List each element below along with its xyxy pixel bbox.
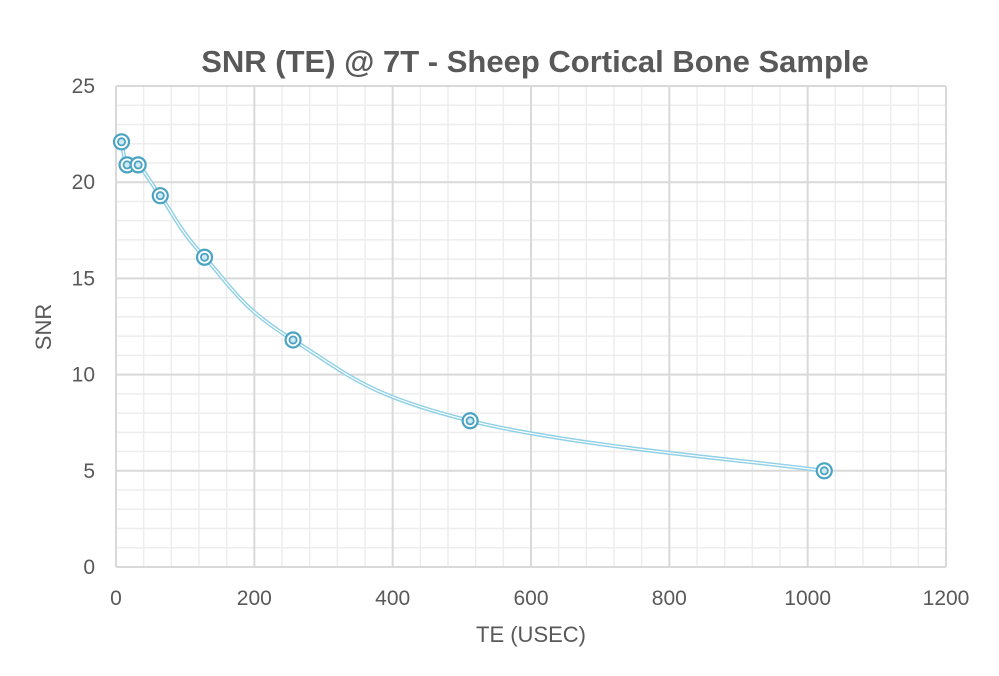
y-tick-label: 0 [83,556,95,579]
data-point [284,331,302,349]
data-point [815,462,833,480]
data-point-inner-ring [819,466,829,476]
x-axis-label: TE (USEC) [476,622,586,647]
data-point-inner-ring [200,252,210,262]
y-tick-label: 20 [72,171,95,194]
y-axis-ticks: 0 5 10 15 20 25 [72,75,95,579]
data-point [129,156,147,174]
data-point-inner-ring [117,137,127,147]
x-axis-ticks: 0 200 400 600 800 1000 1200 [110,587,969,610]
x-tick-label: 800 [652,587,687,610]
y-axis-label: SNR [31,304,56,350]
series-points [112,133,833,480]
data-point-inner-ring [288,335,298,345]
y-tick-label: 5 [83,460,95,483]
x-tick-label: 1000 [784,587,831,610]
data-point-inner-ring [465,416,475,426]
y-tick-label: 25 [72,75,95,98]
data-point [151,187,169,205]
major-gridlines [115,85,947,568]
data-point [461,412,479,430]
data-point-inner-ring [133,160,143,170]
data-point [112,133,131,151]
chart-title: SNR (TE) @ 7T - Sheep Cortical Bone Samp… [201,44,869,79]
x-tick-label: 0 [110,587,122,610]
x-tick-label: 600 [513,587,548,610]
data-point [195,248,214,266]
data-point-inner-ring [155,191,165,201]
y-tick-label: 10 [72,364,95,387]
x-tick-label: 400 [375,587,410,610]
x-tick-label: 1200 [923,587,970,610]
y-tick-label: 15 [72,267,95,290]
x-tick-label: 200 [237,587,272,610]
